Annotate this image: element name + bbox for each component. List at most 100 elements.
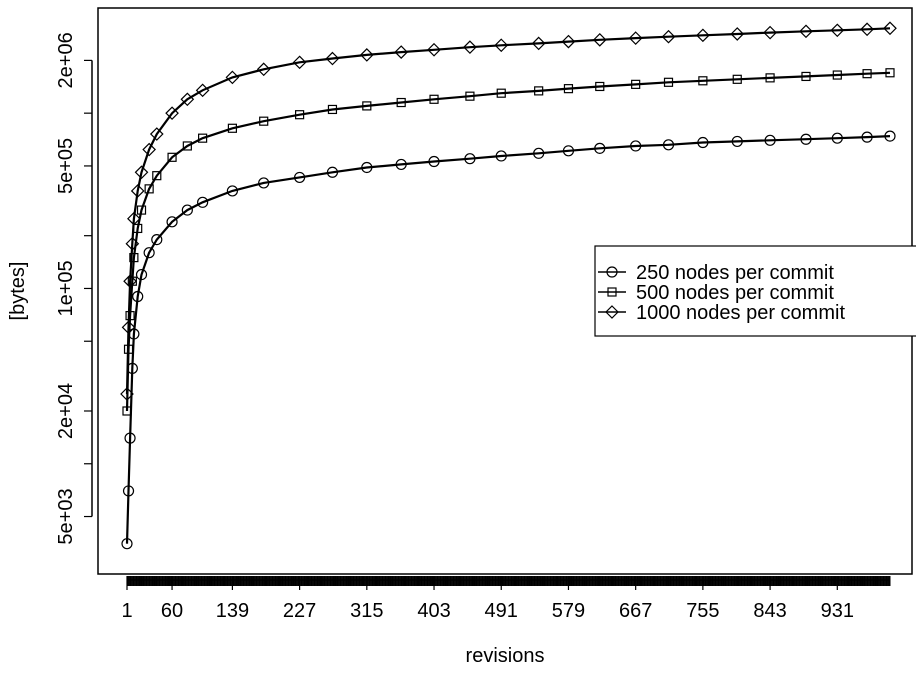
data-point-square bbox=[295, 110, 305, 120]
data-point-circle bbox=[831, 132, 843, 144]
data-point-square bbox=[396, 97, 406, 108]
data-point-diamond bbox=[125, 236, 140, 251]
data-point-square bbox=[144, 184, 154, 194]
data-point-square bbox=[631, 79, 641, 89]
data-point-circle bbox=[630, 140, 642, 152]
data-point-square bbox=[698, 76, 708, 86]
data-point-square bbox=[663, 77, 674, 87]
legend-marker-circle bbox=[606, 266, 618, 278]
y-tick-label: 1e+05 bbox=[55, 260, 77, 316]
y-axis: 5e+03 2e+04 1e+05 5e+05 2e+06 bbox=[55, 32, 93, 545]
data-point-diamond bbox=[225, 70, 240, 85]
x-tick-label: 931 bbox=[821, 600, 854, 622]
data-point-square bbox=[122, 406, 132, 416]
data-point-diamond bbox=[195, 83, 210, 98]
data-point-diamond bbox=[325, 51, 340, 66]
data-point-diamond bbox=[121, 320, 136, 335]
x-axis-title: revisions bbox=[466, 645, 545, 667]
data-point-diamond bbox=[494, 38, 509, 53]
y-tick-label: 2e+04 bbox=[55, 383, 77, 439]
data-point-circle bbox=[151, 233, 163, 246]
x-tick-label: 1 bbox=[121, 600, 132, 622]
data-point-circle bbox=[533, 147, 545, 159]
y-tick-label: 5e+03 bbox=[55, 488, 77, 544]
data-point-circle bbox=[495, 150, 507, 162]
y-axis-title: [bytes] bbox=[7, 262, 29, 321]
data-point-diamond bbox=[165, 106, 179, 121]
data-point-diamond bbox=[696, 28, 710, 43]
data-point-circle bbox=[181, 204, 193, 216]
y-tick-label: 2e+06 bbox=[55, 32, 77, 88]
data-point-diamond bbox=[123, 274, 137, 289]
data-point-square bbox=[227, 123, 237, 133]
data-point-square bbox=[182, 141, 192, 151]
legend-marker-square bbox=[607, 287, 617, 297]
data-point-circle bbox=[258, 177, 270, 189]
series-circle bbox=[121, 130, 896, 550]
legend-label: 1000 nodes per commit bbox=[636, 302, 845, 324]
data-point-diamond bbox=[120, 387, 134, 401]
legend-label: 250 nodes per commit bbox=[636, 262, 834, 284]
x-tick-label: 755 bbox=[686, 600, 719, 622]
data-point-square bbox=[167, 152, 177, 162]
legend-label: 500 nodes per commit bbox=[636, 282, 834, 304]
data-point-square bbox=[429, 94, 439, 104]
x-tick-label: 403 bbox=[417, 600, 450, 622]
data-point-square bbox=[563, 84, 574, 94]
data-point-square bbox=[259, 116, 269, 126]
y-tick-label: 5e+05 bbox=[55, 138, 77, 194]
data-point-square bbox=[362, 101, 372, 111]
data-point-circle bbox=[395, 158, 407, 171]
data-point-circle bbox=[562, 145, 575, 157]
data-point-square bbox=[801, 71, 811, 82]
data-point-circle bbox=[294, 171, 306, 184]
x-tick-label: 139 bbox=[216, 600, 249, 622]
data-point-circle bbox=[428, 155, 440, 168]
data-point-diamond bbox=[592, 32, 607, 47]
data-point-diamond bbox=[149, 127, 164, 141]
data-point-diamond bbox=[463, 40, 477, 55]
data-point-circle bbox=[861, 131, 873, 143]
x-tick-label: 579 bbox=[552, 600, 585, 622]
data-point-square bbox=[327, 104, 338, 115]
data-point-diamond bbox=[830, 23, 845, 38]
data-point-circle bbox=[166, 216, 178, 228]
data-point-diamond bbox=[561, 34, 576, 49]
data-point-square bbox=[765, 73, 775, 83]
data-point-diamond bbox=[142, 142, 156, 157]
series-square bbox=[122, 68, 895, 416]
data-point-square bbox=[136, 205, 147, 215]
x-axis: 1 60 139 227 315 403 491 579 667 755 843 931 bbox=[121, 576, 891, 622]
legend-marker-diamond bbox=[605, 305, 619, 319]
data-point-circle bbox=[226, 185, 238, 197]
data-point-circle bbox=[122, 485, 135, 497]
data-point-circle bbox=[143, 247, 155, 259]
data-point-square bbox=[732, 74, 742, 84]
data-point-diamond bbox=[860, 22, 874, 37]
data-point-diamond bbox=[127, 211, 141, 226]
data-point-circle bbox=[594, 142, 606, 154]
data-point-circle bbox=[135, 268, 148, 281]
data-point-diamond bbox=[799, 24, 813, 39]
data-point-diamond bbox=[180, 92, 195, 107]
series-layer bbox=[120, 21, 897, 550]
series-line bbox=[125, 135, 891, 544]
data-point-square bbox=[129, 252, 139, 263]
x-tick-label: 315 bbox=[350, 600, 383, 622]
data-point-diamond bbox=[292, 55, 307, 70]
data-point-diamond bbox=[628, 31, 643, 45]
series-line bbox=[125, 71, 891, 412]
data-point-diamond bbox=[394, 45, 409, 59]
x-tick-label: 667 bbox=[619, 600, 652, 622]
data-point-circle bbox=[132, 290, 144, 303]
data-point-circle bbox=[662, 139, 675, 151]
data-point-circle bbox=[764, 134, 776, 146]
data-point-circle bbox=[361, 161, 373, 174]
data-point-square bbox=[534, 86, 544, 96]
data-point-circle bbox=[326, 166, 339, 178]
x-tick-label: 491 bbox=[485, 600, 518, 622]
data-point-square bbox=[465, 91, 475, 101]
data-point-diamond bbox=[427, 42, 441, 57]
